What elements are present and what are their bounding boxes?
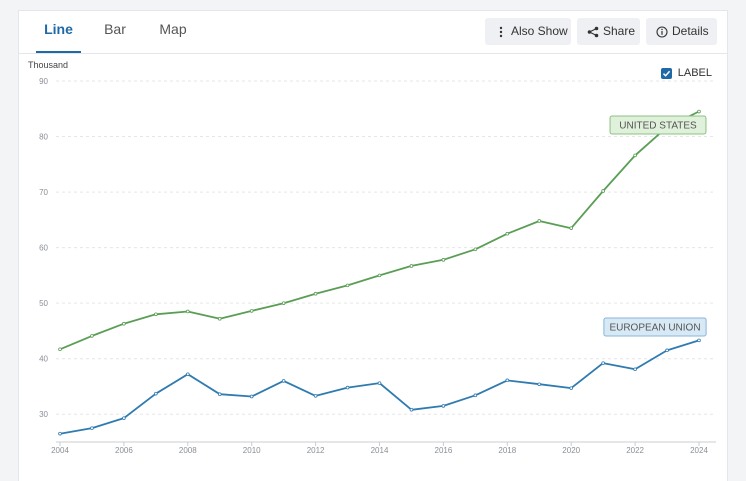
data-point[interactable] — [122, 416, 126, 420]
y-tick-label: 80 — [39, 133, 48, 142]
data-point[interactable] — [154, 312, 158, 317]
data-point[interactable] — [281, 301, 286, 305]
x-tick-label: 2006 — [115, 446, 133, 455]
data-point[interactable] — [537, 219, 542, 223]
data-point[interactable] — [473, 393, 478, 398]
also-show-label: Also Show — [511, 24, 568, 38]
data-point[interactable] — [186, 372, 190, 377]
data-point[interactable] — [505, 231, 510, 236]
data-point[interactable] — [58, 347, 62, 352]
info-icon — [655, 18, 669, 45]
tab-bar[interactable]: Bar — [104, 21, 126, 37]
y-tick-label: 50 — [39, 299, 48, 308]
vertical-dots-icon — [494, 18, 508, 45]
data-point[interactable] — [345, 385, 350, 390]
label-toggle-text: LABEL — [677, 67, 712, 79]
share-icon — [586, 18, 600, 45]
data-point[interactable] — [249, 394, 254, 399]
data-point[interactable] — [633, 367, 637, 372]
y-tick-label: 70 — [39, 188, 48, 197]
data-point[interactable] — [473, 247, 478, 252]
data-point[interactable] — [505, 378, 510, 383]
tab-line[interactable]: Line — [36, 11, 81, 53]
series-labels: UNITED STATES EUROPEAN UNION — [603, 115, 707, 337]
chart-panel: Line Bar Map Also Show Share Details — [18, 10, 728, 481]
data-point[interactable] — [697, 109, 701, 114]
data-point[interactable] — [90, 426, 94, 430]
data-point[interactable] — [569, 386, 573, 390]
also-show-button[interactable]: Also Show — [485, 18, 571, 45]
data-point[interactable] — [441, 404, 446, 408]
x-tick-label: 2014 — [371, 446, 389, 455]
series-line — [59, 339, 700, 435]
data-point[interactable] — [601, 361, 605, 365]
view-tabs: Line Bar Map — [19, 11, 727, 54]
data-point[interactable] — [345, 283, 350, 288]
data-point[interactable] — [601, 189, 605, 193]
x-tick-label: 2022 — [626, 446, 644, 455]
data-point[interactable] — [569, 226, 573, 230]
data-point[interactable] — [377, 273, 382, 278]
data-point[interactable] — [249, 309, 254, 313]
data-point[interactable] — [90, 334, 94, 338]
series-label-badge: EUROPEAN UNION — [603, 317, 707, 337]
y-tick-label: 40 — [39, 355, 48, 364]
data-point[interactable] — [154, 391, 158, 396]
x-tick-label: 2010 — [243, 446, 261, 455]
data-point[interactable] — [217, 392, 222, 397]
x-tick-label: 2012 — [307, 446, 325, 455]
y-tick-label: 30 — [39, 410, 48, 419]
data-point[interactable] — [697, 338, 701, 343]
share-button[interactable]: Share — [577, 18, 640, 45]
x-tick-label: 2008 — [179, 446, 197, 455]
x-tick-label: 2018 — [498, 446, 516, 455]
y-axis-unit: Thousand — [28, 60, 68, 70]
series-label-text: EUROPEAN UNION — [609, 323, 700, 334]
data-point[interactable] — [377, 381, 382, 385]
details-label: Details — [672, 24, 709, 38]
data-point[interactable] — [665, 348, 669, 353]
y-tick-label: 60 — [39, 244, 48, 253]
grid — [56, 80, 716, 415]
data-point[interactable] — [122, 321, 126, 326]
label-toggle[interactable]: LABEL — [660, 65, 712, 81]
x-axis: 2004 2006 2008 2010 2012 2014 2016 2018 2020 2022… — [51, 441, 716, 455]
series-group — [58, 109, 701, 436]
share-label: Share — [603, 24, 636, 38]
series-label-text: UNITED STATES — [619, 121, 697, 132]
series-label-badge: UNITED STATES — [609, 115, 707, 135]
data-point[interactable] — [217, 316, 222, 321]
series-label-box — [603, 317, 707, 337]
data-point[interactable] — [537, 382, 542, 387]
data-point[interactable] — [633, 153, 637, 158]
tab-map[interactable]: Map — [159, 21, 187, 37]
x-tick-label: 2024 — [690, 446, 708, 455]
data-point[interactable] — [281, 379, 286, 383]
data-point[interactable] — [313, 291, 318, 296]
x-tick-label: 2004 — [51, 446, 69, 455]
data-point[interactable] — [186, 309, 190, 314]
x-tick-label: 2016 — [435, 446, 453, 455]
data-point[interactable] — [441, 258, 446, 262]
y-axis: 30 40 50 60 70 80 90 — [39, 77, 48, 419]
data-point[interactable] — [409, 264, 414, 268]
data-point[interactable] — [58, 431, 62, 436]
data-point[interactable] — [409, 407, 414, 412]
data-point[interactable] — [313, 394, 318, 398]
y-tick-label: 90 — [39, 77, 48, 86]
x-tick-label: 2020 — [562, 446, 580, 455]
checkbox-checked-icon[interactable] — [660, 67, 672, 79]
series-label-box — [609, 115, 707, 135]
details-button[interactable]: Details — [646, 18, 717, 45]
